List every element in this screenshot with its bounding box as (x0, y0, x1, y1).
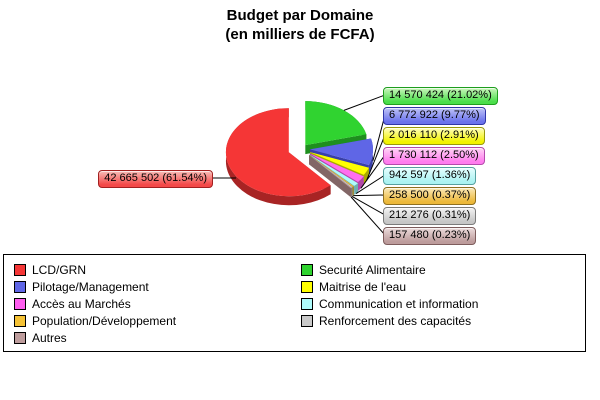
pie-slice-side-8 (225, 108, 331, 206)
legend-item: Pilotage/Management (14, 278, 176, 295)
legend-column-right: Securité Alimentaire Maitrise de l'eau Com… (301, 261, 478, 329)
pie-faces (225, 101, 373, 197)
chart-title-line1: Budget par Domaine (226, 7, 374, 24)
legend-swatch-icon (14, 280, 26, 293)
leader-line-3 (360, 154, 386, 189)
pie-slice-1 (310, 138, 373, 165)
leader-line-0 (343, 94, 386, 111)
legend-swatch-icon (301, 297, 313, 310)
legend-label: Pilotage/Management (32, 279, 149, 294)
legend-item: Population/Développement (14, 312, 176, 329)
pie-slice-4 (309, 154, 358, 186)
leader-line-7 (350, 196, 386, 236)
legend-item: Securité Alimentaire (301, 261, 478, 278)
legend-label: Autres (32, 330, 67, 345)
pie-slice-6 (309, 155, 353, 188)
leader-line-1 (372, 114, 386, 161)
legend-item: Accès au Marchés (14, 295, 176, 312)
legend-label: Maitrise de l'eau (319, 279, 406, 294)
pie-slice-8 (225, 108, 331, 197)
legend-box: LCD/GRN Pilotage/Management Accès au March… (3, 254, 586, 352)
legend-swatch-icon (301, 280, 313, 293)
legend-column-left: LCD/GRN Pilotage/Management Accès au March… (14, 261, 176, 346)
legend-label: Accès au Marchés (32, 296, 131, 311)
pie-slice-7 (309, 155, 352, 189)
leader-line-4 (355, 174, 386, 195)
legend-swatch-icon (14, 314, 26, 327)
legend-item: Renforcement des capacités (301, 312, 478, 329)
legend-item: Communication et information (301, 295, 478, 312)
legend-swatch-icon (301, 314, 313, 327)
leader-lines (211, 94, 386, 236)
leader-line-2 (366, 134, 386, 181)
pie-slice-2 (310, 152, 369, 175)
legend-swatch-icon (14, 331, 26, 344)
leader-line-6 (351, 195, 386, 216)
pie-slice-0 (305, 101, 367, 146)
legend-label: LCD/GRN (32, 262, 87, 277)
legend-swatch-icon (14, 297, 26, 310)
chart-title-line2: (en milliers de FCFA) (225, 26, 375, 43)
legend-label: Securité Alimentaire (319, 262, 426, 277)
legend-item: Maitrise de l'eau (301, 278, 478, 295)
legend-label: Communication et information (319, 296, 479, 311)
pie-slice-3 (309, 153, 364, 182)
legend-swatch-icon (301, 263, 313, 276)
chart-title: Budget par Domaine (en milliers de FCFA) (0, 6, 600, 44)
legend-swatch-icon (14, 263, 26, 276)
legend-item: Autres (14, 329, 176, 346)
legend-label: Renforcement des capacités (319, 313, 472, 328)
pie-slice-5 (309, 155, 354, 187)
pie-slice-edge-7 (309, 155, 351, 198)
leader-line-5 (353, 194, 386, 197)
legend-item: LCD/GRN (14, 261, 176, 278)
legend-label: Population/Développement (32, 313, 177, 328)
